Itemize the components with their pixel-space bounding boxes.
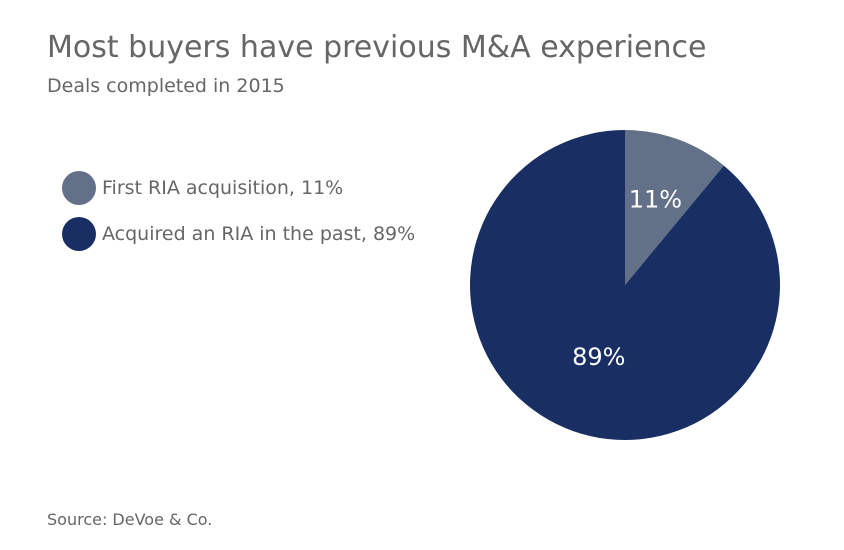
legend-label-first-ria: First RIA acquisition, 11%	[102, 177, 344, 199]
pie-slice-acquired-past	[469, 130, 780, 441]
pie-label-acquired-past: 89%	[572, 343, 625, 371]
legend-swatch-acquired-past	[62, 217, 96, 251]
pie-slice-first-ria	[625, 130, 724, 285]
pie-label-first-ria: 11%	[629, 185, 682, 213]
legend: First RIA acquisition, 11% Acquired an R…	[62, 170, 415, 262]
chart-title: Most buyers have previous M&A experience	[47, 30, 707, 65]
legend-item-acquired-past: Acquired an RIA in the past, 89%	[62, 216, 415, 252]
legend-label-acquired-past: Acquired an RIA in the past, 89%	[102, 223, 416, 245]
legend-swatch-first-ria	[62, 171, 96, 205]
source-note: Source: DeVoe & Co.	[47, 510, 213, 529]
chart-subtitle: Deals completed in 2015	[47, 75, 285, 97]
pie-chart: 11% 89%	[469, 130, 780, 441]
legend-item-first-ria: First RIA acquisition, 11%	[62, 170, 415, 206]
